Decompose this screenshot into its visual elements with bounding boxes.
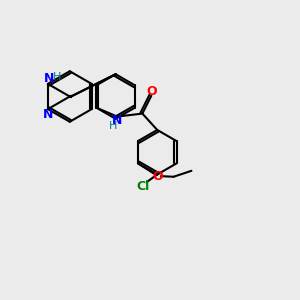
Text: Cl: Cl (137, 180, 150, 193)
Text: N: N (43, 108, 54, 121)
Text: O: O (152, 170, 163, 183)
Text: N: N (44, 72, 55, 85)
Text: N: N (112, 114, 122, 127)
Text: O: O (147, 85, 157, 98)
Text: H: H (53, 72, 61, 82)
Text: H: H (109, 121, 117, 131)
